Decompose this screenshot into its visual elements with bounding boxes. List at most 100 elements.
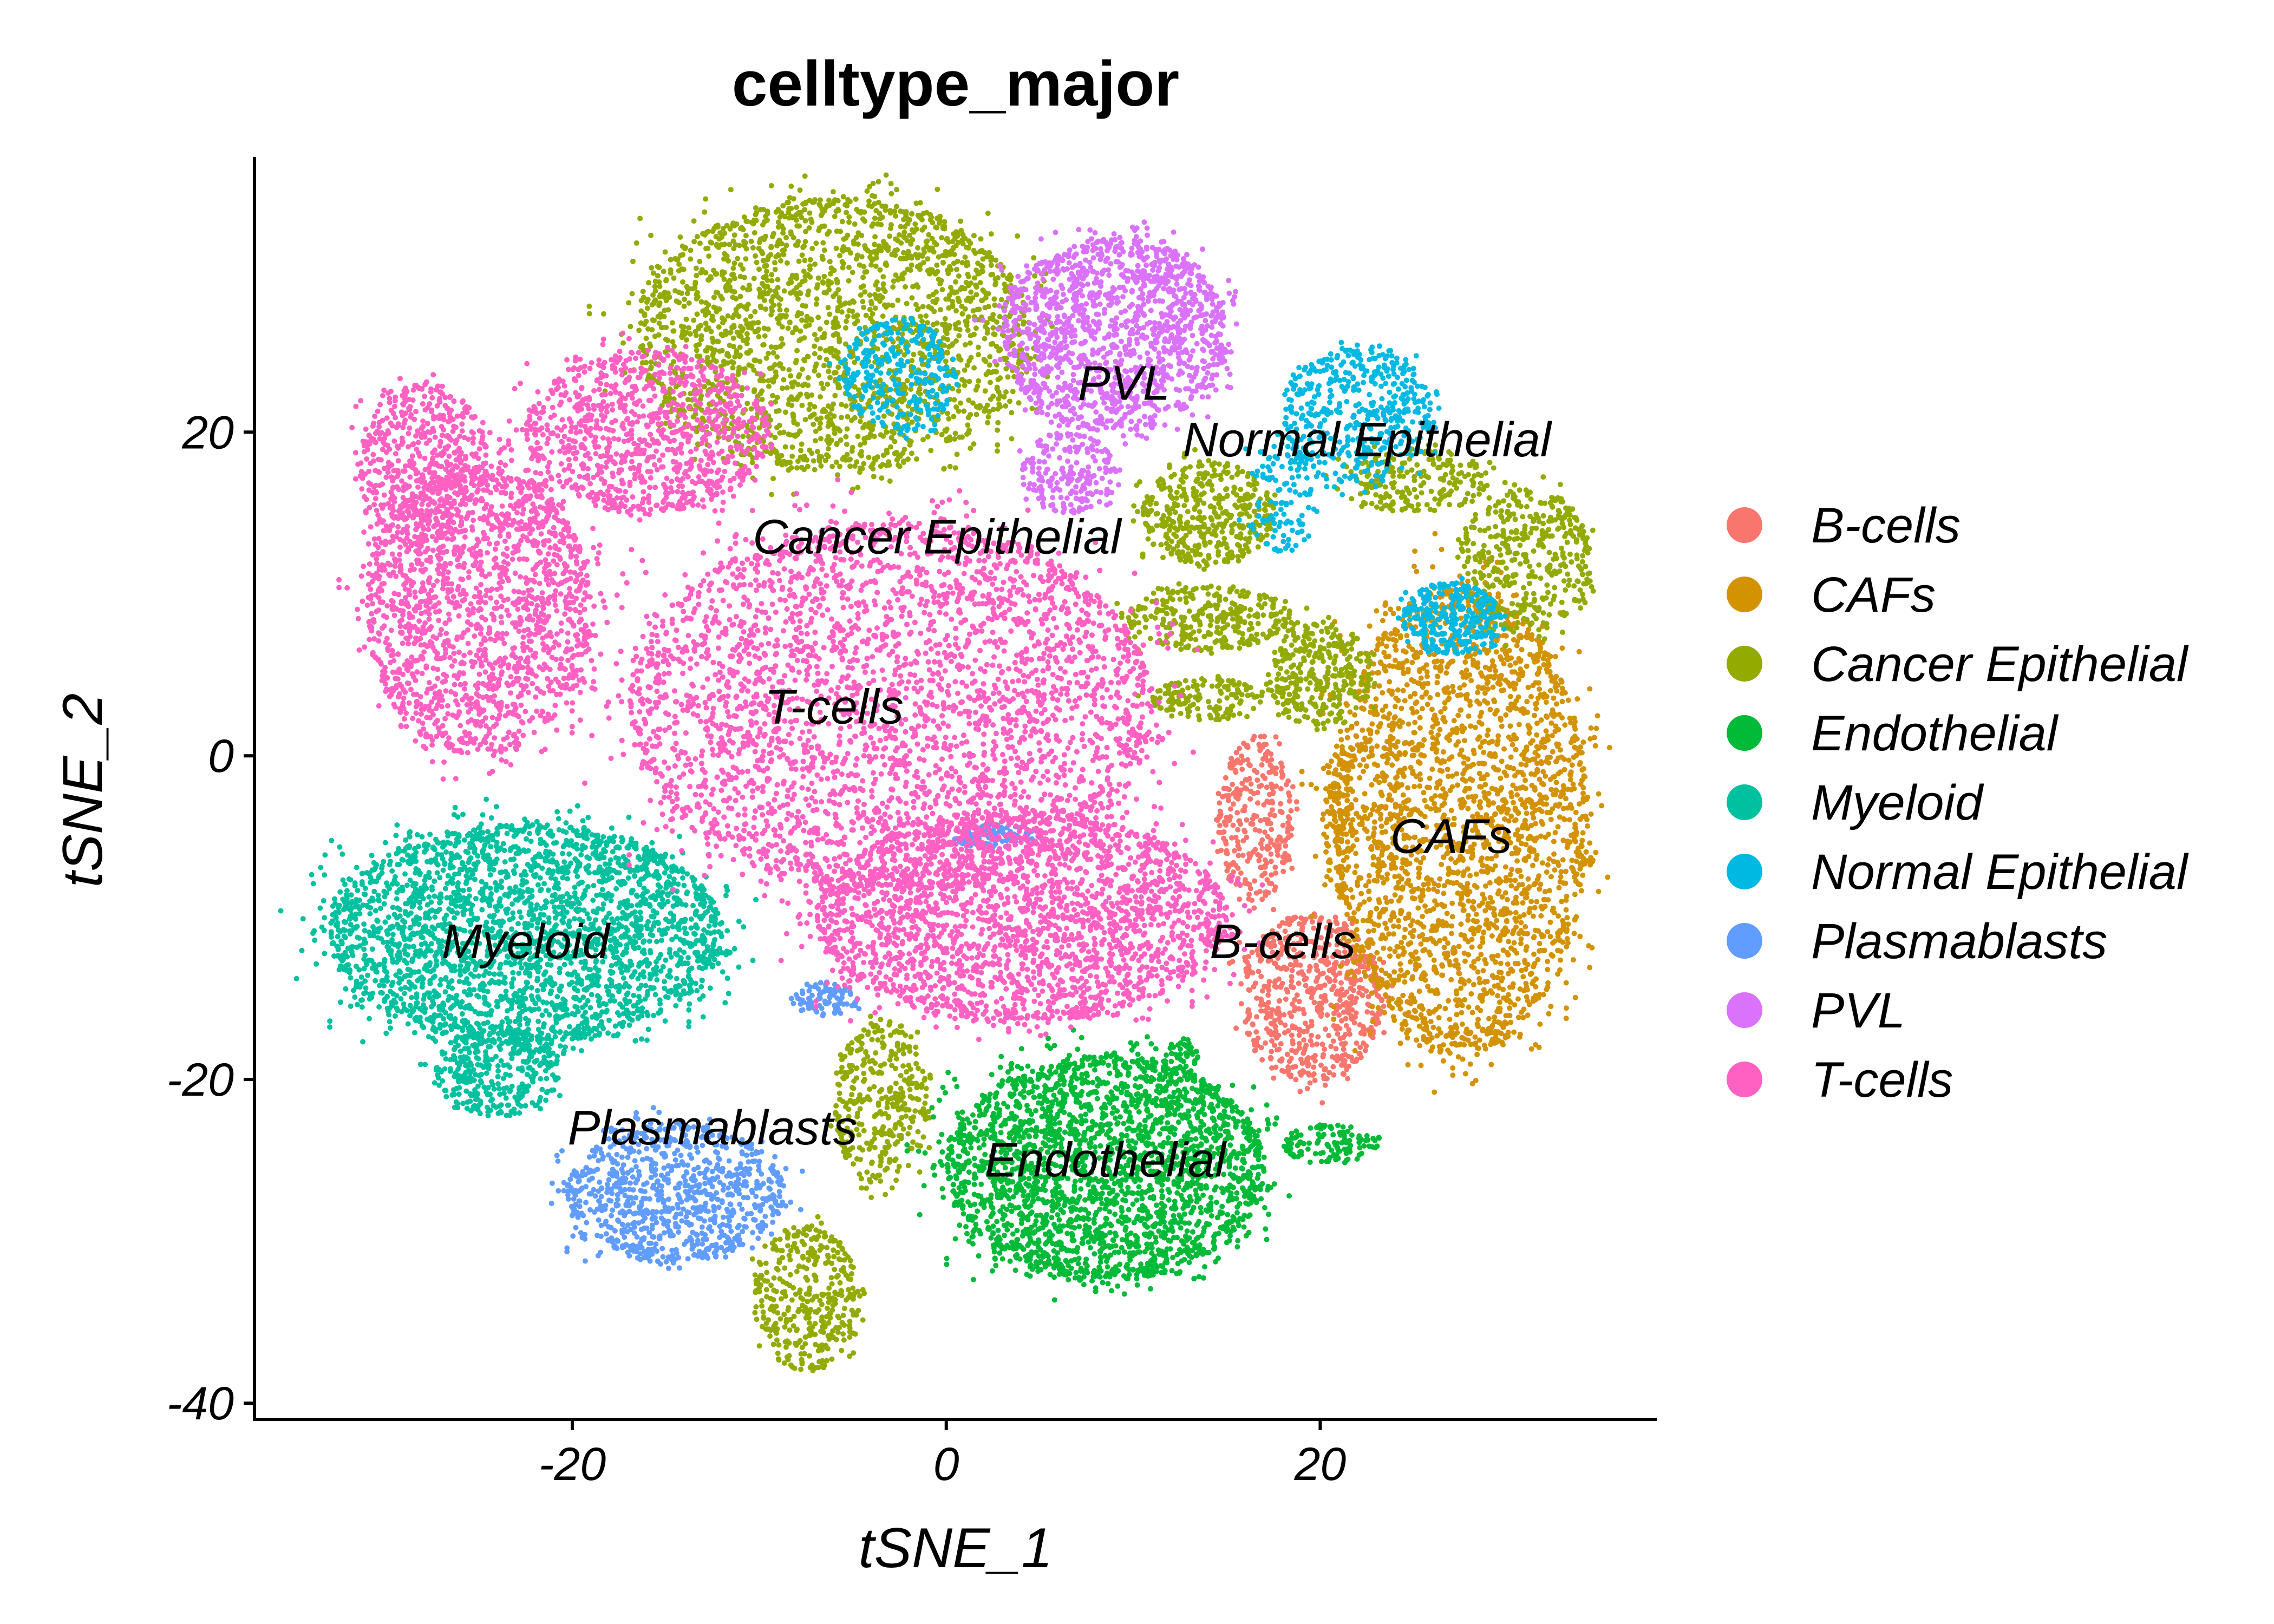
data-point bbox=[811, 458, 816, 464]
data-point bbox=[1250, 849, 1256, 855]
data-point bbox=[1562, 722, 1568, 728]
data-point bbox=[1338, 825, 1344, 831]
data-point bbox=[1239, 767, 1245, 772]
data-point bbox=[1289, 1013, 1295, 1019]
data-point bbox=[1233, 1025, 1239, 1031]
data-point bbox=[1543, 773, 1548, 779]
data-point bbox=[1345, 864, 1351, 870]
data-point bbox=[1430, 906, 1436, 912]
data-point bbox=[1392, 704, 1398, 710]
data-point bbox=[1308, 782, 1314, 788]
data-point bbox=[1485, 727, 1491, 733]
data-point bbox=[1548, 952, 1554, 958]
data-point bbox=[1000, 272, 1006, 278]
data-point bbox=[710, 317, 716, 323]
data-point bbox=[1265, 834, 1271, 840]
data-point bbox=[1541, 691, 1547, 697]
data-point bbox=[1409, 659, 1415, 665]
data-point bbox=[1522, 777, 1528, 783]
data-point bbox=[728, 329, 734, 335]
data-point bbox=[1245, 757, 1251, 763]
data-point bbox=[1428, 730, 1434, 736]
data-point bbox=[1347, 905, 1352, 911]
data-point bbox=[802, 258, 808, 264]
data-point bbox=[1573, 745, 1579, 751]
data-point bbox=[1533, 706, 1539, 712]
data-point bbox=[1580, 830, 1586, 836]
data-point bbox=[1498, 932, 1504, 938]
data-point bbox=[831, 401, 837, 407]
data-point bbox=[652, 284, 658, 290]
data-point bbox=[1489, 658, 1495, 664]
data-point bbox=[845, 232, 851, 238]
data-point bbox=[1276, 834, 1282, 840]
data-point bbox=[1511, 800, 1516, 806]
data-point bbox=[1501, 769, 1507, 775]
data-point bbox=[1273, 734, 1279, 740]
data-point bbox=[1400, 951, 1406, 957]
data-point bbox=[1498, 717, 1504, 723]
data-point bbox=[1580, 790, 1586, 796]
data-point bbox=[813, 240, 819, 246]
data-point bbox=[1399, 908, 1404, 914]
data-point bbox=[1350, 987, 1356, 993]
data-point bbox=[1588, 811, 1594, 817]
data-point bbox=[1493, 649, 1499, 655]
data-point bbox=[1482, 782, 1488, 788]
data-point bbox=[1460, 978, 1466, 984]
data-point bbox=[813, 438, 818, 444]
data-point bbox=[1490, 953, 1496, 959]
data-point bbox=[1382, 829, 1388, 835]
data-point bbox=[708, 329, 714, 335]
data-point bbox=[884, 263, 890, 269]
data-point bbox=[586, 311, 592, 317]
data-point bbox=[1396, 879, 1402, 885]
data-point bbox=[1383, 906, 1389, 912]
data-point bbox=[1327, 857, 1332, 863]
data-point bbox=[975, 344, 981, 350]
data-point bbox=[1274, 1008, 1280, 1014]
data-point bbox=[1236, 818, 1242, 824]
data-point bbox=[1253, 813, 1259, 819]
data-point bbox=[1341, 831, 1346, 837]
data-point bbox=[1328, 1044, 1334, 1050]
data-point bbox=[1376, 780, 1382, 785]
data-point bbox=[1460, 907, 1466, 913]
data-point bbox=[1252, 827, 1258, 833]
data-point bbox=[1417, 725, 1423, 731]
data-point bbox=[1309, 1019, 1315, 1025]
data-point bbox=[1341, 1071, 1347, 1077]
data-point bbox=[1471, 748, 1476, 754]
data-point bbox=[1493, 959, 1499, 965]
data-point bbox=[871, 474, 877, 480]
data-point bbox=[1518, 936, 1524, 942]
data-point bbox=[1376, 914, 1382, 920]
data-point bbox=[661, 269, 666, 274]
data-point bbox=[1445, 767, 1450, 772]
data-point bbox=[1440, 963, 1446, 969]
data-point bbox=[1377, 659, 1383, 665]
data-point bbox=[895, 277, 901, 283]
data-point bbox=[813, 301, 819, 307]
data-point bbox=[904, 378, 910, 384]
data-point bbox=[1534, 744, 1540, 750]
data-point bbox=[1269, 781, 1274, 787]
data-point bbox=[1468, 723, 1474, 729]
data-point bbox=[1571, 754, 1577, 760]
data-point bbox=[1231, 801, 1236, 807]
data-point bbox=[1272, 1032, 1278, 1038]
data-point bbox=[1327, 1070, 1332, 1076]
data-point bbox=[1572, 726, 1578, 732]
data-point bbox=[1430, 564, 1436, 570]
data-point bbox=[1381, 1010, 1387, 1016]
data-point bbox=[730, 365, 736, 371]
data-point bbox=[1410, 746, 1416, 752]
data-point bbox=[1487, 880, 1493, 886]
data-point bbox=[1360, 1024, 1366, 1030]
data-point bbox=[1290, 1064, 1296, 1070]
data-point bbox=[600, 311, 606, 317]
data-point bbox=[777, 361, 783, 367]
data-point bbox=[1234, 810, 1240, 816]
data-point bbox=[1381, 981, 1387, 987]
data-point bbox=[1288, 833, 1294, 839]
